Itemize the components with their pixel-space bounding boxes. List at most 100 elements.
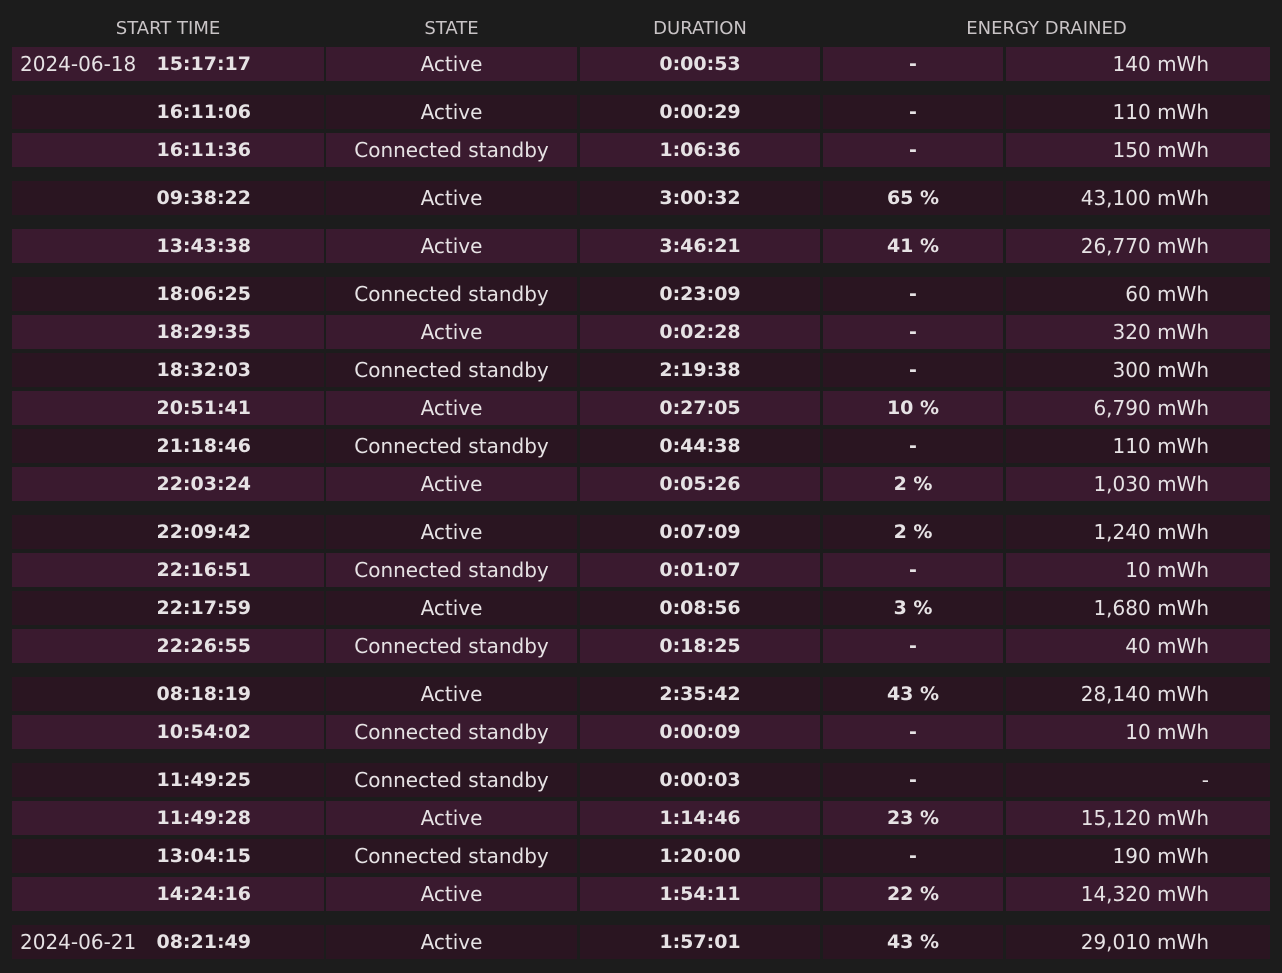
time: 08:21:49 xyxy=(156,931,251,953)
percent-cell: 23 % xyxy=(823,801,1003,835)
duration-cell: 3:00:32 xyxy=(580,181,820,215)
start-time-cell: 14:24:16 xyxy=(12,877,324,911)
duration-cell: 1:57:01 xyxy=(580,925,820,959)
start-time-cell: 11:49:25 xyxy=(12,763,324,797)
time: 22:03:24 xyxy=(156,473,251,495)
time: 09:38:22 xyxy=(156,187,251,209)
time: 22:16:51 xyxy=(156,559,251,581)
percent-cell: 2 % xyxy=(823,515,1003,549)
percent-cell: - xyxy=(823,95,1003,129)
percent-cell: 22 % xyxy=(823,877,1003,911)
percent-cell: - xyxy=(823,315,1003,349)
duration-cell: 3:46:21 xyxy=(580,229,820,263)
percent-cell: - xyxy=(823,715,1003,749)
energy-cell: 150 mWh xyxy=(1006,133,1270,167)
state-cell: Connected standby xyxy=(326,763,577,797)
energy-cell: 140 mWh xyxy=(1006,47,1270,81)
duration-cell: 1:14:46 xyxy=(580,801,820,835)
percent-cell: 41 % xyxy=(823,229,1003,263)
state-cell: Active xyxy=(326,591,577,625)
time: 11:49:25 xyxy=(156,769,251,791)
duration-cell: 0:01:07 xyxy=(580,553,820,587)
duration-cell: 0:08:56 xyxy=(580,591,820,625)
column-header: STATE xyxy=(424,18,479,39)
time: 21:18:46 xyxy=(156,435,251,457)
energy-cell: 40 mWh xyxy=(1006,629,1270,663)
state-cell: Connected standby xyxy=(326,715,577,749)
state-cell: Connected standby xyxy=(326,839,577,873)
duration-cell: 0:00:03 xyxy=(580,763,820,797)
time: 16:11:06 xyxy=(156,101,251,123)
column-header: START TIME xyxy=(115,18,221,39)
start-time-cell: 22:09:42 xyxy=(12,515,324,549)
percent-cell: 10 % xyxy=(823,391,1003,425)
energy-cell: 14,320 mWh xyxy=(1006,877,1270,911)
state-cell: Connected standby xyxy=(326,277,577,311)
time: 22:09:42 xyxy=(156,521,251,543)
time: 13:04:15 xyxy=(156,845,251,867)
time: 18:06:25 xyxy=(156,283,251,305)
state-cell: Connected standby xyxy=(326,133,577,167)
duration-cell: 0:18:25 xyxy=(580,629,820,663)
percent-cell: - xyxy=(823,629,1003,663)
start-time-cell: 16:11:06 xyxy=(12,95,324,129)
energy-cell: 1,680 mWh xyxy=(1006,591,1270,625)
state-cell: Active xyxy=(326,315,577,349)
time: 18:32:03 xyxy=(156,359,251,381)
start-time-cell: 11:49:28 xyxy=(12,801,324,835)
start-time-cell: 20:51:41 xyxy=(12,391,324,425)
time: 20:51:41 xyxy=(156,397,251,419)
duration-cell: 0:23:09 xyxy=(580,277,820,311)
energy-cell: 110 mWh xyxy=(1006,95,1270,129)
energy-cell: 43,100 mWh xyxy=(1006,181,1270,215)
duration-cell: 1:54:11 xyxy=(580,877,820,911)
percent-cell: - xyxy=(823,763,1003,797)
date: 2024-06-18 xyxy=(20,52,137,76)
percent-cell: - xyxy=(823,277,1003,311)
state-cell: Connected standby xyxy=(326,353,577,387)
time: 08:18:19 xyxy=(156,683,251,705)
percent-cell: 65 % xyxy=(823,181,1003,215)
start-time-cell: 08:18:19 xyxy=(12,677,324,711)
energy-cell: 10 mWh xyxy=(1006,553,1270,587)
percent-cell: 43 % xyxy=(823,677,1003,711)
start-time-cell: 13:04:15 xyxy=(12,839,324,873)
column-header: DURATION xyxy=(653,18,747,39)
state-cell: Active xyxy=(326,229,577,263)
duration-cell: 2:19:38 xyxy=(580,353,820,387)
energy-cell: - xyxy=(1006,763,1270,797)
start-time-cell: 21:18:46 xyxy=(12,429,324,463)
duration-cell: 0:07:09 xyxy=(580,515,820,549)
energy-cell: 10 mWh xyxy=(1006,715,1270,749)
energy-cell: 60 mWh xyxy=(1006,277,1270,311)
energy-cell: 110 mWh xyxy=(1006,429,1270,463)
duration-cell: 0:05:26 xyxy=(580,467,820,501)
percent-cell: 3 % xyxy=(823,591,1003,625)
time: 15:17:17 xyxy=(156,53,251,75)
time: 13:43:38 xyxy=(156,235,251,257)
start-time-cell: 22:26:55 xyxy=(12,629,324,663)
state-cell: Active xyxy=(326,95,577,129)
time: 10:54:02 xyxy=(156,721,251,743)
start-time-cell: 2024-06-18 15:17:17 xyxy=(12,47,324,81)
time: 14:24:16 xyxy=(156,883,251,905)
state-cell: Active xyxy=(326,515,577,549)
energy-cell: 190 mWh xyxy=(1006,839,1270,873)
start-time-cell: 22:17:59 xyxy=(12,591,324,625)
percent-cell: - xyxy=(823,133,1003,167)
energy-cell: 28,140 mWh xyxy=(1006,677,1270,711)
start-time-cell: 18:32:03 xyxy=(12,353,324,387)
percent-cell: - xyxy=(823,553,1003,587)
state-cell: Active xyxy=(326,467,577,501)
start-time-cell: 18:29:35 xyxy=(12,315,324,349)
energy-cell: 320 mWh xyxy=(1006,315,1270,349)
duration-cell: 1:20:00 xyxy=(580,839,820,873)
duration-cell: 1:06:36 xyxy=(580,133,820,167)
percent-cell: - xyxy=(823,47,1003,81)
energy-cell: 6,790 mWh xyxy=(1006,391,1270,425)
start-time-cell: 2024-06-21 08:21:49 xyxy=(12,925,324,959)
energy-cell: 15,120 mWh xyxy=(1006,801,1270,835)
percent-cell: 43 % xyxy=(823,925,1003,959)
state-cell: Active xyxy=(326,47,577,81)
state-cell: Active xyxy=(326,877,577,911)
